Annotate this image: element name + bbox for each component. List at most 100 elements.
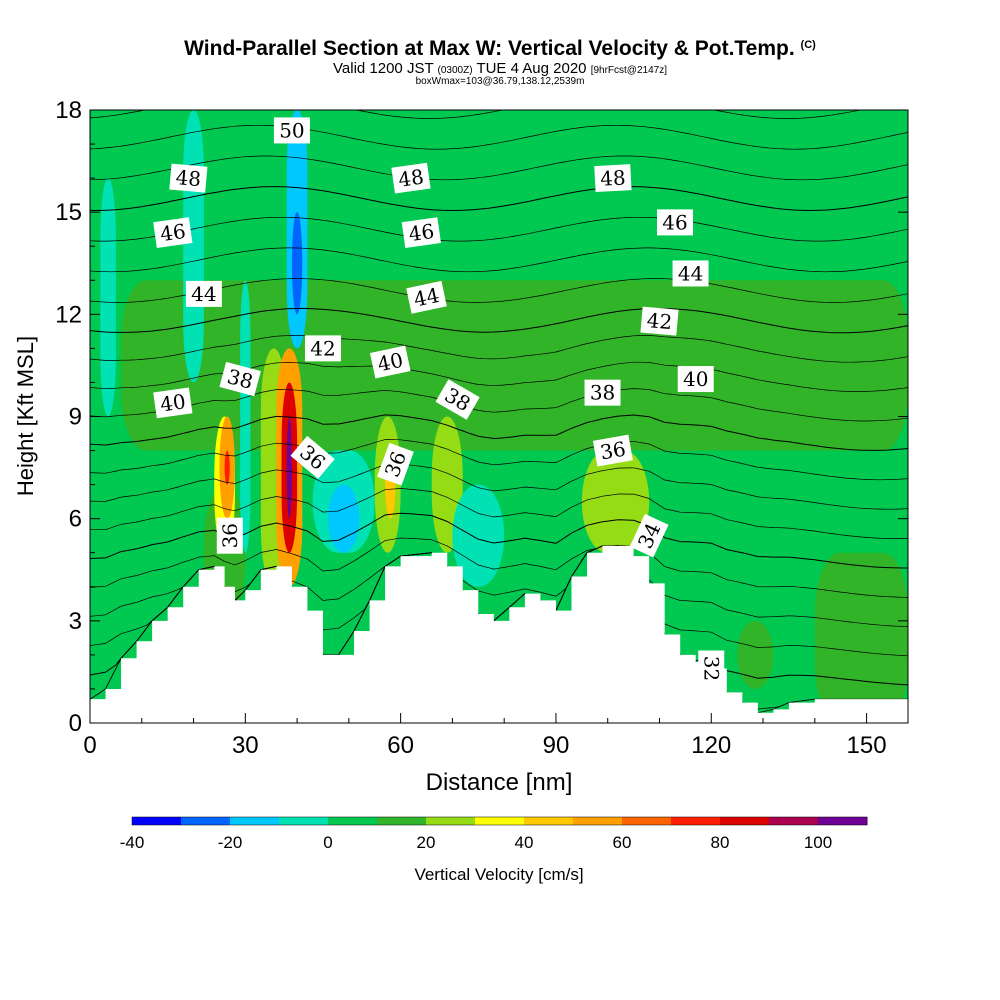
isentrope-label-box	[640, 306, 679, 336]
isentrope-line	[90, 64, 908, 88]
colorbar-frame	[131, 816, 868, 826]
utc-time: (0300Z)	[437, 65, 473, 76]
isentrope-label-box	[657, 209, 694, 236]
isentrope-label-text: 36	[218, 523, 242, 548]
isentrope-label-box	[169, 163, 208, 193]
velocity-cell	[737, 620, 774, 689]
isentrope-label-text: 44	[412, 283, 442, 312]
colorbar-tick-label: 0	[323, 833, 332, 852]
x-tick-label: 60	[387, 732, 414, 759]
isentrope-label: 38	[584, 379, 621, 406]
velocity-cell	[152, 416, 194, 451]
isentrope-label: 40	[369, 345, 411, 379]
isentrope-label-text: 46	[407, 219, 436, 246]
colorbar-swatch	[720, 817, 770, 825]
isentrope-label-box	[273, 117, 310, 144]
isentrope-label: 46	[657, 209, 694, 236]
isentrope-label: 48	[391, 162, 431, 194]
velocity-cell	[814, 552, 908, 723]
colorbar-swatch	[377, 817, 427, 825]
isentrope-label: 48	[594, 164, 632, 193]
isentrope-label-box	[435, 379, 480, 420]
isentrope-line	[90, 537, 908, 598]
isentrope-label-text: 44	[191, 282, 216, 306]
y-tick-label: 9	[69, 404, 82, 431]
isentrope-label-text: 48	[397, 164, 426, 191]
isentrope-label: 46	[153, 217, 193, 248]
x-axis-label: Distance [nm]	[426, 769, 573, 796]
isentrope-line	[90, 124, 908, 150]
colorbar-tick-label: 100	[804, 833, 832, 852]
isentrope-label-text: 38	[590, 381, 615, 405]
y-axis-label: Height [Kft MSL]	[13, 336, 38, 496]
velocity-cell	[240, 280, 251, 553]
isentrope-line	[90, 335, 908, 363]
y-tick-label: 0	[69, 710, 82, 737]
colorbar-swatch	[818, 817, 868, 825]
isentrope-line	[90, 278, 908, 303]
isentrope-label: 38	[219, 361, 261, 397]
isentrope-label: 42	[304, 335, 341, 362]
x-tick-label: 0	[83, 732, 96, 759]
isentrope-label: 42	[640, 306, 679, 336]
isentrope-line	[90, 155, 908, 181]
isentrope-label-text: 42	[646, 308, 673, 334]
isentrope-line	[90, 388, 908, 422]
isentrope-line	[90, 110, 863, 119]
velocity-cell	[121, 280, 908, 451]
isentrope-label-box	[698, 650, 725, 687]
isentrope-line	[90, 463, 908, 510]
colorbar-tick-label: -20	[218, 833, 243, 852]
colorbar-swatch	[524, 817, 574, 825]
isentrope-label-box	[216, 517, 243, 554]
colorbar-swatch	[426, 817, 476, 825]
isentrope-label-text: 48	[600, 165, 627, 190]
isentrope-label: 44	[406, 280, 447, 314]
y-tick-label: 15	[55, 199, 82, 226]
isentrope-line	[90, 3, 908, 27]
colorbar-swatch	[769, 817, 819, 825]
colorbar-swatch	[475, 817, 525, 825]
isentrope-label-box	[369, 345, 411, 379]
colorbar-swatch	[622, 817, 672, 825]
colorbar-tick-label: 80	[711, 833, 730, 852]
velocity-cell	[328, 484, 360, 553]
colorbar-tick-label: 40	[515, 833, 534, 852]
velocity-cell	[291, 212, 303, 315]
isentrope-label: 40	[153, 387, 193, 419]
x-tick-label: 90	[543, 732, 570, 759]
isentrope-label: 32	[698, 650, 725, 687]
colorbar-swatch	[573, 817, 623, 825]
isentrope-label-text: 40	[683, 367, 708, 391]
isentrope-label: 48	[169, 163, 208, 193]
colorbar-tick-label: 20	[417, 833, 436, 852]
isentrope-label-box	[153, 387, 193, 419]
valid-time: Valid 1200 JST	[333, 60, 434, 77]
isentrope-label-text: 36	[598, 437, 627, 465]
isentrope-label-box	[185, 280, 222, 307]
isentrope-label-box	[594, 164, 632, 193]
isentrope-label: 36	[377, 442, 414, 486]
chart-subtitle: Valid 1200 JST (0300Z) TUE 4 Aug 2020 [9…	[0, 60, 1000, 77]
isentrope-line	[90, 488, 908, 539]
colorbar-swatch	[328, 817, 378, 825]
isentrope-label-text: 48	[175, 165, 202, 191]
isentrope-label-box	[592, 434, 633, 467]
y-tick-label: 18	[55, 97, 82, 124]
isentrope-line	[90, 33, 908, 57]
title-block: Wind-Parallel Section at Max W: Vertical…	[0, 0, 1000, 100]
isentrope-label: 44	[185, 280, 222, 307]
plot-area	[90, 3, 908, 723]
isentrope-label-text: 42	[310, 336, 335, 360]
isentrope-line	[90, 186, 908, 212]
isentrope-label: 36	[592, 434, 633, 467]
isentrope-label-box	[391, 162, 431, 194]
chart-title: Wind-Parallel Section at Max W: Vertical…	[0, 37, 1000, 61]
copyright-mark: (C)	[800, 39, 816, 51]
isentrope-label-text: 40	[159, 389, 188, 416]
isentrope-line	[90, 247, 908, 273]
isentrope-label: 36	[216, 517, 243, 554]
isentrope-label: 44	[672, 260, 709, 287]
x-tick-label: 150	[847, 732, 887, 759]
